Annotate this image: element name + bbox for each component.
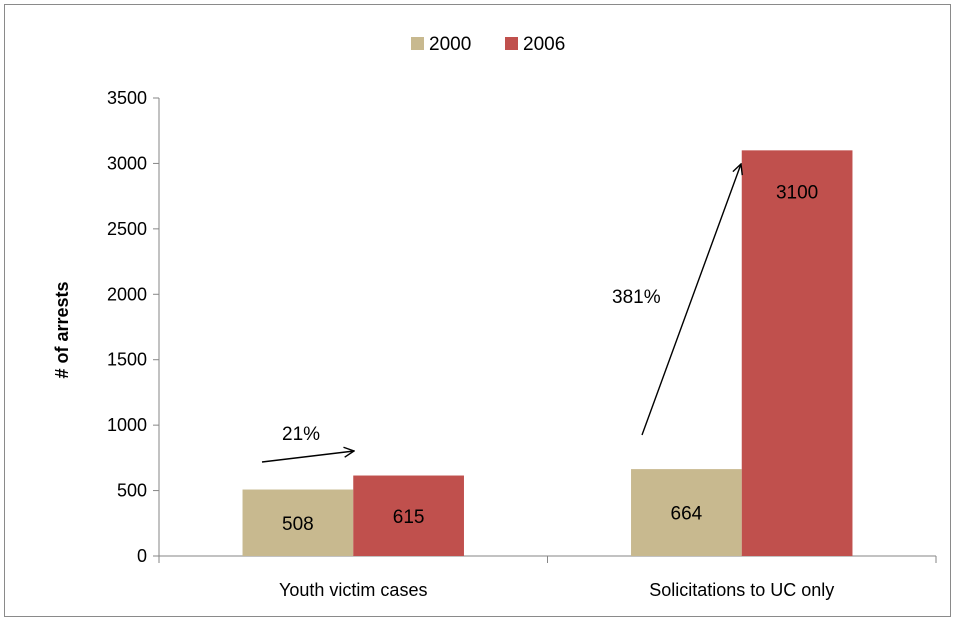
- legend: 2000 2006: [411, 34, 565, 55]
- y-tick-label: 2500: [107, 219, 147, 239]
- y-tick-label: 500: [117, 481, 147, 501]
- bar-2000: [631, 469, 742, 556]
- y-tick-label: 1000: [107, 415, 147, 435]
- y-tick-label: 1500: [107, 350, 147, 370]
- y-tick-label: 0: [137, 546, 147, 566]
- legend-label-2006: 2006: [523, 34, 565, 55]
- data-label: 3100: [776, 182, 818, 203]
- y-tick-label: 3000: [107, 153, 147, 173]
- growth-label-youth: 21%: [282, 424, 320, 445]
- growth-label-solicitations: 381%: [612, 287, 661, 308]
- y-tick-label: 3500: [107, 88, 147, 108]
- x-category-label: Solicitations to UC only: [649, 580, 834, 600]
- legend-swatch-2000: [411, 37, 424, 50]
- growth-arrow-youth: [261, 451, 354, 463]
- growth-arrow-solicitations: [641, 164, 741, 436]
- y-tick-label: 2000: [107, 284, 147, 304]
- bar-2006: [353, 475, 464, 556]
- legend-label-2000: 2000: [429, 34, 471, 55]
- y-axis-title: # of arrests: [52, 281, 72, 378]
- x-axis: Youth victim cases Solicitations to UC on…: [158, 555, 937, 600]
- data-label: 615: [393, 507, 425, 528]
- y-axis: 0 500 1000 1500 2000 2500 3000 3500: [107, 88, 160, 566]
- x-category-label: Youth victim cases: [279, 580, 427, 600]
- data-labels: 508 615 664 3100: [282, 182, 818, 534]
- data-label: 664: [671, 504, 703, 525]
- bars: [242, 150, 853, 557]
- bar-2000: [242, 489, 354, 556]
- data-label: 508: [282, 514, 314, 535]
- legend-swatch-2006: [505, 37, 518, 50]
- bar-2006: [741, 150, 853, 557]
